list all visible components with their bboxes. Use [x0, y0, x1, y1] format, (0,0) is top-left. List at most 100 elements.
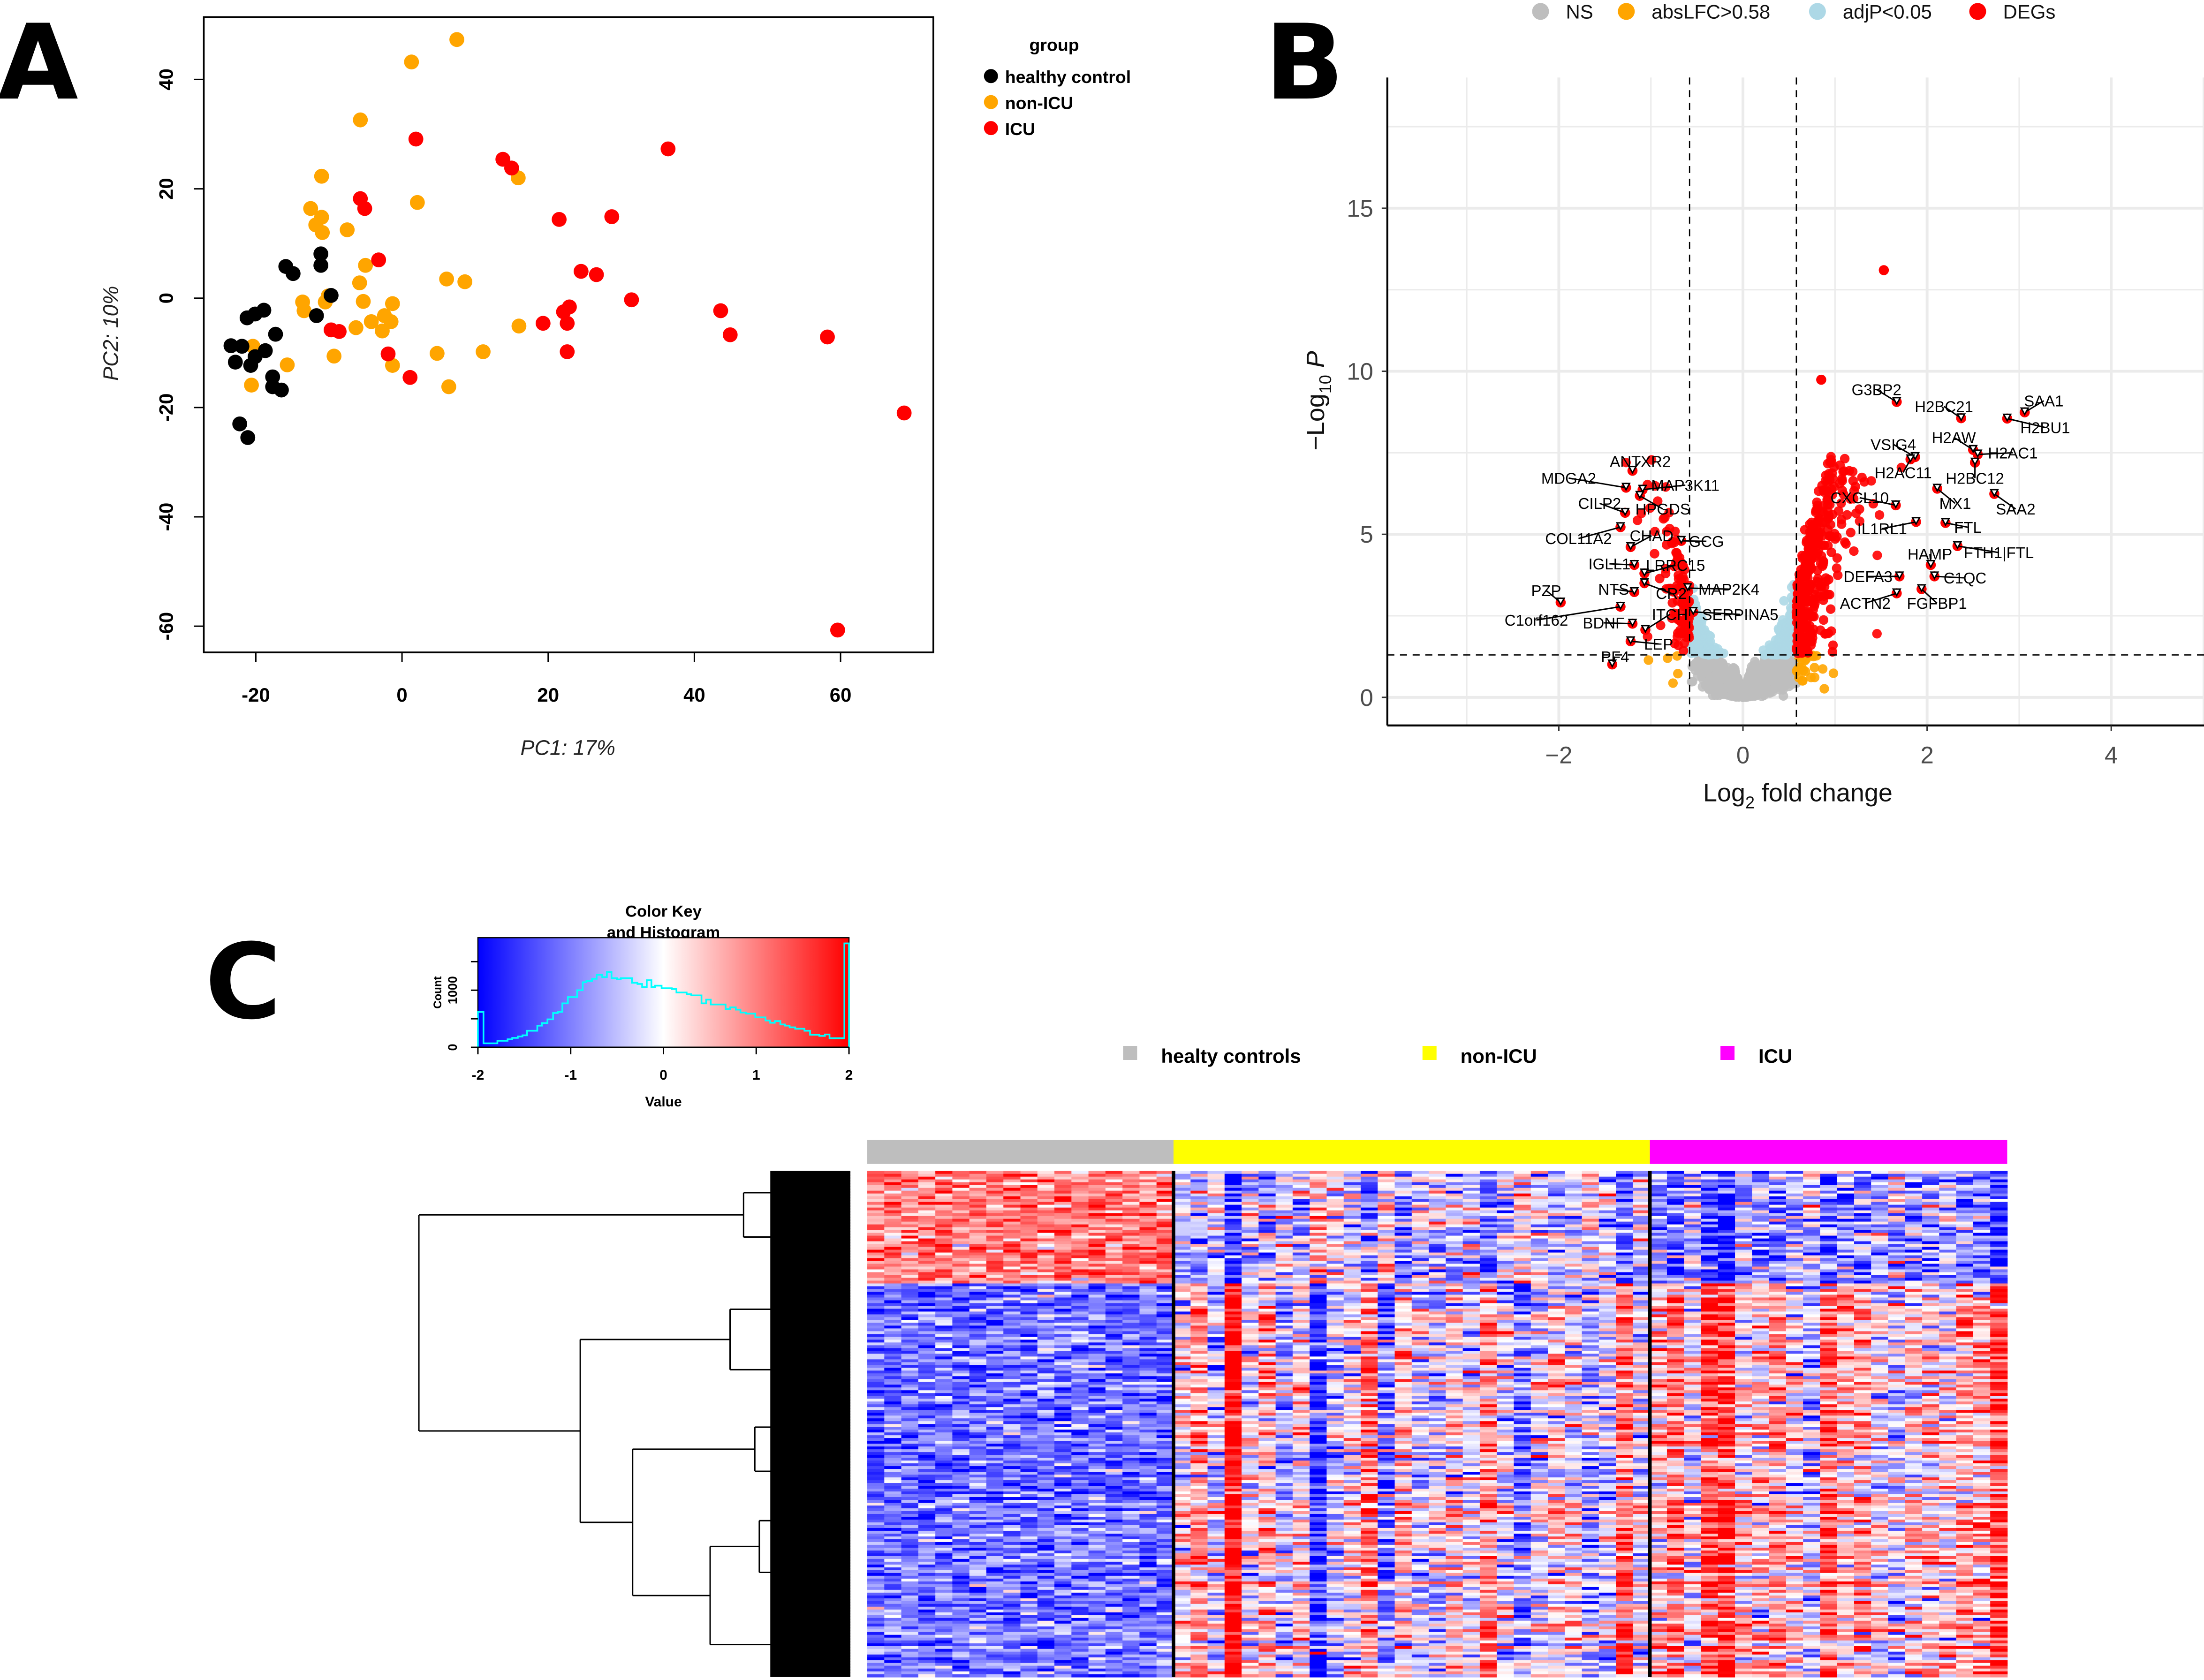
legend-marker [984, 121, 998, 136]
heatmap-cell [1173, 1230, 1191, 1234]
heatmap-cell [1037, 1213, 1055, 1217]
heatmap-cell [1411, 1230, 1429, 1234]
heatmap-cell [901, 1216, 919, 1219]
pca-point-non-icu [352, 275, 367, 290]
heatmap-cell [1752, 1190, 1770, 1194]
heatmap-cell [1429, 1171, 1447, 1174]
heatmap-cell [1292, 1202, 1310, 1205]
heatmap-cell [1156, 1196, 1174, 1200]
heatmap-cell [1871, 1176, 1889, 1180]
heatmap-cell [1769, 1171, 1787, 1174]
color-key-title-1: Color Key [625, 902, 702, 920]
heatmap-cell [1156, 1221, 1174, 1225]
heatmap-cell [1616, 1179, 1634, 1183]
heatmap-cell [1343, 1196, 1361, 1200]
heatmap-cell [1343, 1182, 1361, 1186]
heatmap-cell [1548, 1207, 1566, 1211]
pca-y-tick-label: -40 [155, 503, 177, 531]
heatmap-cell [1258, 1199, 1276, 1203]
heatmap-cell [1650, 1199, 1667, 1203]
heatmap-cell [1548, 1193, 1566, 1197]
heatmap-cell [1871, 1188, 1889, 1191]
heatmap-cell [1582, 1207, 1599, 1211]
heatmap-cell [952, 1199, 970, 1203]
heatmap-cell [1071, 1199, 1089, 1203]
heatmap-cell [1071, 1213, 1089, 1217]
color-key-x-tick-label: 0 [659, 1067, 667, 1083]
heatmap-cell [1565, 1182, 1583, 1186]
heatmap-cell [1735, 1182, 1753, 1186]
heatmap-cell [1990, 1221, 2008, 1225]
heatmap-cell [1003, 1202, 1021, 1205]
heatmap-cell [1684, 1199, 1702, 1203]
heatmap-cell [1020, 1213, 1038, 1217]
heatmap-cell [1616, 1193, 1634, 1197]
heatmap-cell [969, 1216, 987, 1219]
heatmap-cell [1735, 1196, 1753, 1200]
heatmap-cell [1888, 1179, 1906, 1183]
heatmap-cell [1666, 1204, 1685, 1208]
color-key-y-tick-label: 1000 [446, 976, 460, 1004]
heatmap-cell [1530, 1227, 1548, 1231]
heatmap-cell [1735, 1227, 1753, 1231]
heatmap-cell [1565, 1221, 1583, 1225]
heatmap-cell [1139, 1179, 1157, 1183]
heatmap-cell [1565, 1202, 1583, 1205]
heatmap-cell [1598, 1202, 1617, 1205]
volcano-point-ns [1729, 690, 1739, 700]
gene-label: H2AC1 [1988, 444, 2037, 462]
pca-point-non-icu [430, 346, 445, 361]
heatmap-cell [1684, 1202, 1702, 1205]
heatmap-cell [1973, 1182, 1991, 1186]
heatmap-cell [1684, 1227, 1702, 1231]
heatmap-cell [1411, 1190, 1429, 1194]
heatmap-cell [1207, 1193, 1225, 1197]
heatmap-cell [1565, 1188, 1583, 1191]
volcano-point-deg [1808, 612, 1818, 621]
heatmap-cell [1786, 1204, 1804, 1208]
heatmap-cell [1786, 1202, 1804, 1205]
heatmap-cell [1479, 1176, 1498, 1180]
heatmap-cell [1173, 1179, 1191, 1183]
heatmap-cell [1105, 1179, 1123, 1183]
volcano-point-deg [1818, 615, 1829, 625]
heatmap-cell [1820, 1193, 1838, 1197]
x-title-rest: fold change [1755, 779, 1893, 807]
heatmap-cell [1752, 1185, 1770, 1188]
heatmap-cell [1598, 1179, 1617, 1183]
heatmap-cell [1990, 1216, 2008, 1219]
heatmap-cell [1854, 1224, 1872, 1228]
heatmap-cell [1292, 1182, 1310, 1186]
heatmap-cell [1122, 1230, 1140, 1234]
heatmap-cell [1684, 1171, 1702, 1174]
heatmap-cell [1242, 1199, 1259, 1203]
heatmap-cell [1173, 1171, 1191, 1174]
gene-label: LRRC15 [1646, 557, 1705, 574]
heatmap-cell [1020, 1171, 1038, 1174]
heatmap-cell [1105, 1230, 1123, 1234]
heatmap-cell [1616, 1210, 1634, 1214]
heatmap-cell [1446, 1213, 1463, 1217]
volcano-point-ns [1774, 663, 1784, 673]
heatmap-cell [884, 1204, 902, 1208]
gene-label: CILP2 [1578, 495, 1621, 512]
pca-point-non-icu [439, 272, 454, 287]
heatmap-cell [1837, 1171, 1855, 1174]
heatmap-cell [1598, 1196, 1617, 1200]
heatmap-cell [1922, 1218, 1940, 1222]
heatmap-cell [1905, 1193, 1923, 1197]
heatmap-cell [1361, 1185, 1378, 1188]
heatmap-cell [1310, 1207, 1327, 1211]
heatmap-cell [1105, 1221, 1123, 1225]
heatmap-cell [1598, 1213, 1617, 1217]
heatmap-cell [1088, 1176, 1106, 1180]
heatmap-cell [1684, 1173, 1702, 1177]
heatmap-cell [1990, 1199, 2008, 1203]
heatmap-cell [1752, 1196, 1770, 1200]
heatmap-cell [1378, 1199, 1395, 1203]
heatmap-cell [867, 1196, 885, 1200]
heatmap-cell [1190, 1213, 1208, 1217]
heatmap-cell [1650, 1176, 1667, 1180]
heatmap-cell [1718, 1227, 1735, 1231]
heatmap-cell [1650, 1190, 1667, 1194]
